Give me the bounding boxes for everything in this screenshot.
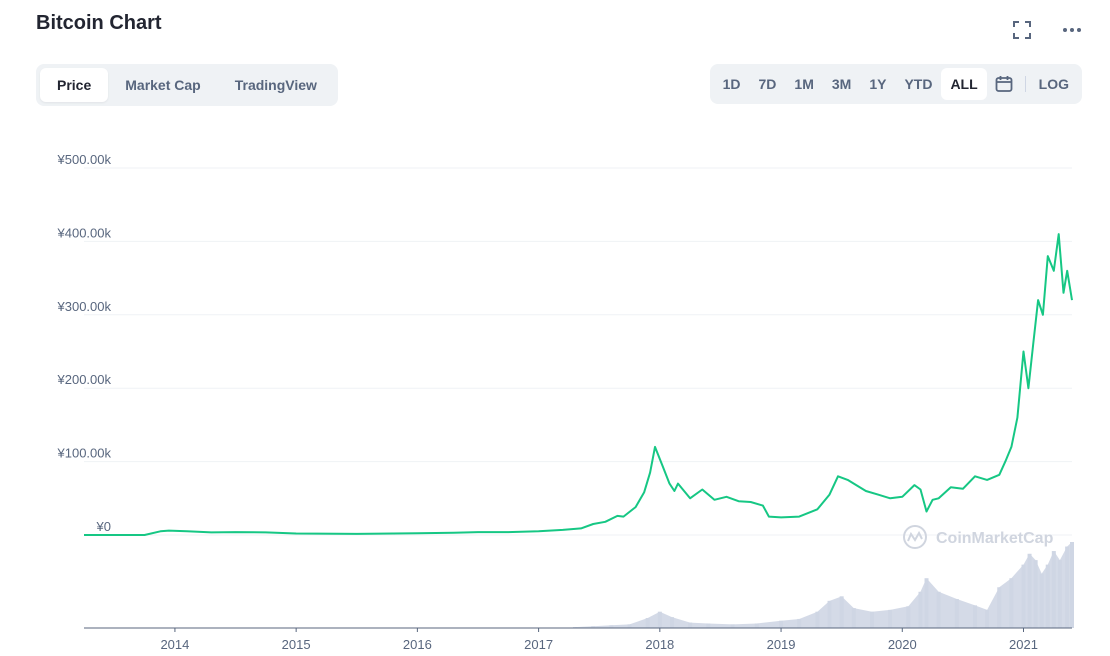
y-tick-label: ¥300.00k <box>57 299 112 314</box>
volume-bar <box>997 587 1002 628</box>
y-tick-label: ¥100.00k <box>57 446 112 461</box>
volume-bar <box>851 608 856 628</box>
x-tick-label: 2014 <box>160 637 189 652</box>
volume-bar <box>918 591 923 628</box>
y-tick-label: ¥400.00k <box>57 225 112 240</box>
volume-bar <box>1051 551 1056 628</box>
y-tick-label: ¥200.00k <box>57 372 112 387</box>
page-title: Bitcoin Chart <box>36 12 162 34</box>
volume-bar <box>839 596 844 628</box>
volume-bar <box>797 618 802 628</box>
volume-bar <box>1045 564 1050 628</box>
tab-tradingview[interactable]: TradingView <box>234 77 317 93</box>
volume-bar <box>1057 560 1062 628</box>
x-tick-label: 2020 <box>888 637 917 652</box>
volume-bar <box>706 623 711 628</box>
coinmarketcap-logo <box>903 525 927 549</box>
range-1y[interactable]: 1Y <box>869 76 887 92</box>
volume-bar <box>888 609 893 628</box>
tab-market-cap[interactable]: Market Cap <box>125 77 201 93</box>
volume-bar <box>669 617 674 628</box>
x-tick-label: 2019 <box>767 637 796 652</box>
x-tick-label: 2015 <box>282 637 311 652</box>
volume-bar <box>869 611 874 628</box>
volume-bar <box>985 609 990 628</box>
volume-bar <box>1070 542 1074 628</box>
x-tick-label: 2016 <box>403 637 432 652</box>
volume-bar <box>924 578 929 628</box>
calendar-icon[interactable] <box>987 68 1021 100</box>
volume-bar <box>973 605 978 628</box>
range-1d[interactable]: 1D <box>722 76 741 92</box>
more-icon[interactable] <box>1060 18 1084 42</box>
log-scale-toggle[interactable]: LOG <box>1038 76 1069 92</box>
range-ytd[interactable]: YTD <box>904 76 933 92</box>
volume-bar <box>1065 546 1070 628</box>
volume-bar <box>609 625 614 628</box>
coinmarketcap-logo-mark <box>907 530 923 542</box>
volume-bar <box>657 611 662 628</box>
range-3m[interactable]: 3M <box>831 76 852 92</box>
chart-type-tabs: Price Market Cap TradingView <box>36 64 338 106</box>
volume-bar <box>688 622 693 628</box>
volume-bar <box>815 611 820 628</box>
y-tick-label: ¥0 <box>96 519 111 534</box>
volume-bar <box>1039 573 1044 628</box>
volume-bar <box>1027 553 1032 628</box>
range-1m[interactable]: 1M <box>794 76 814 92</box>
watermark: CoinMarketCap <box>936 530 1054 547</box>
volume-bar <box>906 606 911 628</box>
range-7d[interactable]: 7D <box>758 76 777 92</box>
volume-bar <box>936 591 941 628</box>
volume-bar <box>627 624 632 628</box>
volume-bar <box>954 599 959 628</box>
divider <box>1024 76 1026 92</box>
y-tick-label: ¥500.00k <box>57 152 112 167</box>
volume-bar <box>754 623 759 628</box>
range-all[interactable]: ALL <box>941 68 987 100</box>
volume-area <box>574 542 1072 628</box>
x-tick-label: 2017 <box>524 637 553 652</box>
x-tick-label: 2018 <box>645 637 674 652</box>
x-tick-label: 2021 <box>1009 637 1038 652</box>
volume-bar <box>1009 578 1014 628</box>
price-line <box>84 233 1073 536</box>
tab-price[interactable]: Price <box>40 68 109 102</box>
volume-bar <box>645 618 650 628</box>
volume-bar <box>730 624 735 628</box>
time-range-selector: 1D 7D 1M 3M 1Y YTD ALL LOG <box>709 64 1082 104</box>
volume-bar <box>1033 560 1038 628</box>
volume-bar <box>779 620 784 628</box>
volume-bar <box>827 600 832 628</box>
volume-bar <box>591 626 596 628</box>
volume-bar <box>1021 564 1026 628</box>
fullscreen-icon[interactable] <box>1010 18 1034 42</box>
